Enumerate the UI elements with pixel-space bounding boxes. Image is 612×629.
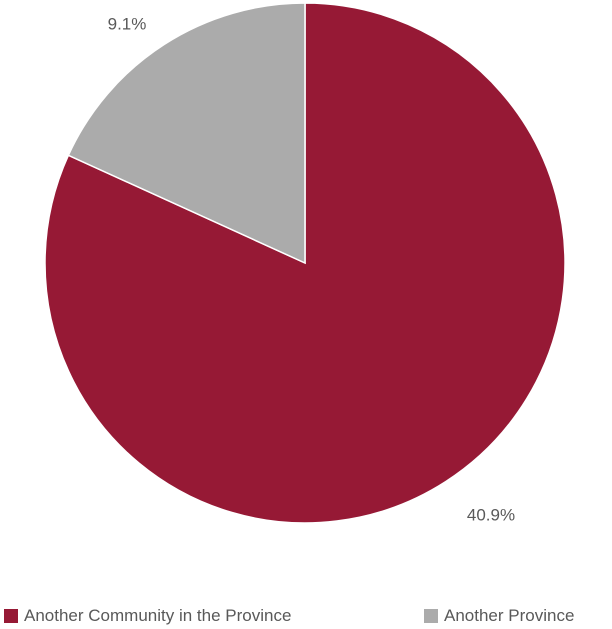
legend-label-another-community: Another Community in the Province: [24, 606, 292, 625]
pie-slice-another-province: [67, 2, 306, 265]
legend-item-another-community: Another Community in the Province: [4, 604, 291, 628]
chart-legend: Another Community in the Province Anothe…: [0, 604, 612, 628]
data-label-another-province: 9.1%: [108, 14, 147, 33]
data-label-another-community-in-the-province: 40.9%: [467, 505, 515, 524]
legend-item-another-province: Another Province: [424, 604, 574, 628]
legend-label-another-province: Another Province: [444, 606, 575, 625]
legend-swatch-another-community: [4, 609, 18, 623]
pie-slices: [44, 2, 566, 524]
pie-data-labels: 40.9% 9.1%: [108, 14, 515, 524]
legend-swatch-another-province: [424, 609, 438, 623]
